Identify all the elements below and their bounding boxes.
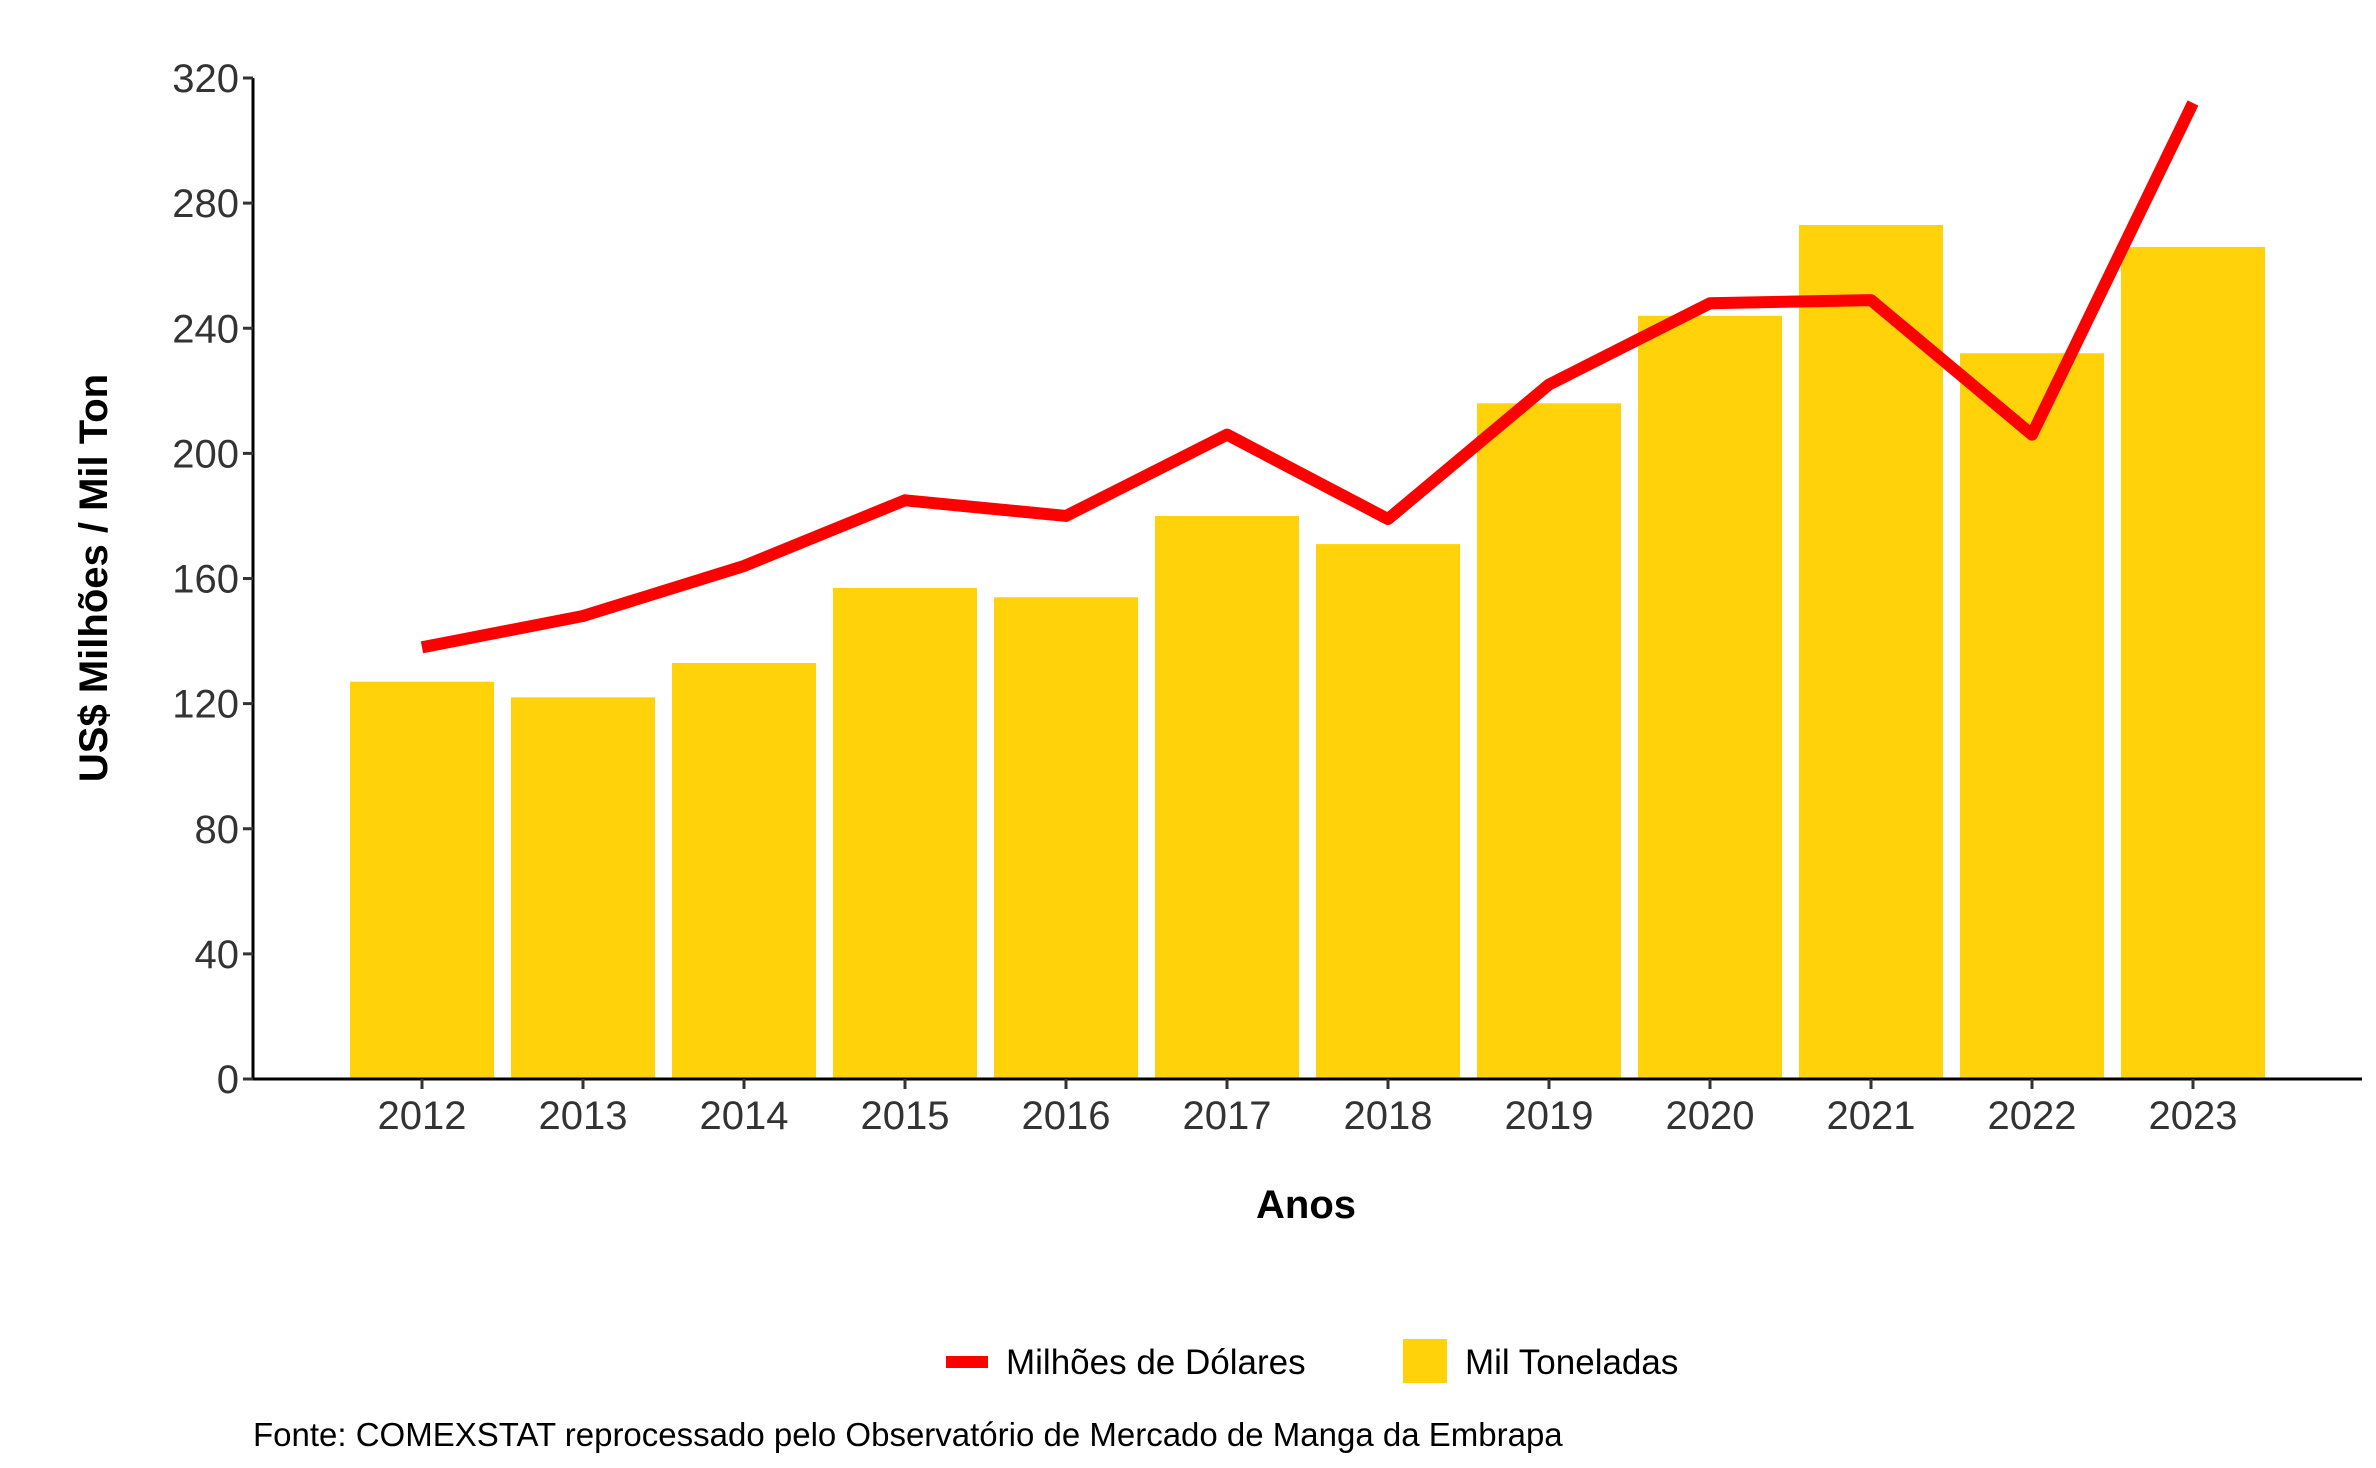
x-tick-label: 2019 <box>1505 1094 1594 1138</box>
x-tick-label: 2013 <box>539 1094 628 1138</box>
y-tick-label: 120 <box>172 683 239 727</box>
y-tick-label: 80 <box>195 808 240 852</box>
y-tick-label: 40 <box>195 933 240 977</box>
y-axis-title: US$ Milhões / Mil Ton <box>72 374 116 782</box>
y-tick-label: 0 <box>217 1058 239 1102</box>
x-tick-label: 2023 <box>2149 1094 2238 1138</box>
legend-label-milhoes-de-dolares: Milhões de Dólares <box>1006 1343 1306 1382</box>
source-note: Fonte: COMEXSTAT reprocessado pelo Obser… <box>253 1416 1563 1453</box>
x-axis-title: Anos <box>1256 1183 1356 1227</box>
bar-2017 <box>1155 515 1299 1079</box>
bar-2019 <box>1477 403 1621 1079</box>
bar-2014 <box>672 662 816 1079</box>
bar-2023 <box>2121 246 2265 1079</box>
bar-2016 <box>994 597 1138 1079</box>
bar-2013 <box>511 697 655 1079</box>
bar-2012 <box>350 681 494 1079</box>
bar-2018 <box>1316 544 1460 1079</box>
y-tick-label: 320 <box>172 57 239 101</box>
x-tick-label: 2014 <box>700 1094 789 1138</box>
x-tick-label: 2017 <box>1183 1094 1272 1138</box>
x-tick-label: 2022 <box>1988 1094 2077 1138</box>
bar-group <box>350 225 2265 1080</box>
x-tick-group: 2012 2013 2014 2015 2016 2017 2018 2019 2020 2021… <box>378 1079 2238 1138</box>
legend-swatch-bar <box>1403 1339 1447 1383</box>
bar-2022 <box>1960 353 2104 1079</box>
line-series-milhoes-de-dolares <box>420 100 2199 654</box>
x-tick-label: 2016 <box>1022 1094 1111 1138</box>
x-tick-label: 2020 <box>1666 1094 1755 1138</box>
y-tick-group: 0 40 80 120 160 200 240 280 320 <box>172 57 253 1102</box>
y-tick-label: 160 <box>172 558 239 602</box>
y-tick-label: 240 <box>172 307 239 351</box>
x-tick-label: 2021 <box>1827 1094 1916 1138</box>
y-tick-label: 280 <box>172 182 239 226</box>
bar-2015 <box>833 587 977 1079</box>
legend: Milhões de Dólares Mil Toneladas <box>946 1339 1678 1383</box>
x-tick-label: 2012 <box>378 1094 467 1138</box>
x-tick-label: 2018 <box>1344 1094 1433 1138</box>
legend-label-mil-toneladas: Mil Toneladas <box>1465 1343 1678 1382</box>
x-tick-label: 2015 <box>861 1094 950 1138</box>
y-tick-label: 200 <box>172 432 239 476</box>
bar-2020 <box>1638 315 1782 1079</box>
bar-2021 <box>1799 225 1943 1080</box>
